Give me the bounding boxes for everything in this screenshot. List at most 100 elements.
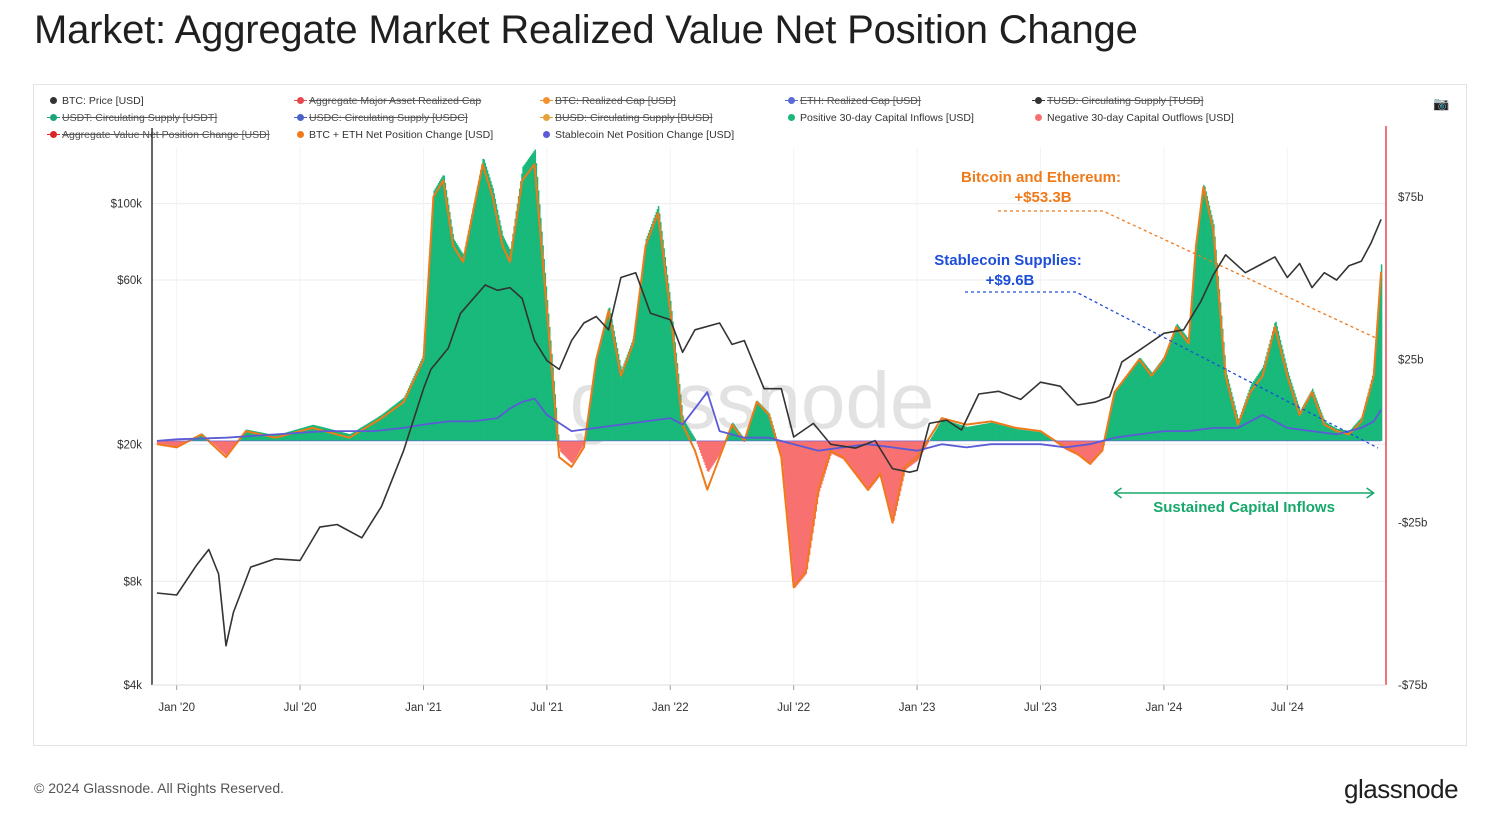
- inflow-bar: [735, 427, 738, 441]
- inflow-bar: [983, 423, 985, 441]
- outflow-bar: [899, 440, 902, 492]
- outflow-bar: [168, 440, 170, 446]
- inflow-bar: [731, 424, 733, 441]
- inflow-bar: [1317, 403, 1320, 441]
- outflow-bar: [228, 440, 230, 454]
- inflow-bar: [597, 348, 600, 441]
- inflow-bar: [624, 360, 627, 441]
- inflow-bar: [512, 233, 514, 441]
- inflow-bar: [1326, 422, 1328, 441]
- inflow-bar: [496, 209, 499, 441]
- outflow-bar: [903, 440, 905, 477]
- outflow-bar: [1060, 440, 1063, 447]
- inflow-bar: [964, 426, 966, 441]
- legend-item-eth-realized-cap[interactable]: ETH: Realized Cap [USD]: [785, 94, 921, 108]
- inflow-bar: [495, 204, 498, 441]
- inflow-bar: [772, 425, 774, 441]
- inflow-bar: [592, 383, 594, 441]
- inflow-bar: [640, 282, 642, 441]
- legend-item-usdc-supply[interactable]: USDC: Circulating Supply [USDC]: [294, 111, 468, 125]
- inflow-bar: [1265, 356, 1267, 441]
- outflow-bar: [832, 440, 834, 455]
- inflow-bar: [486, 170, 489, 441]
- inflow-bar: [1109, 413, 1112, 441]
- inflow-bar: [647, 232, 650, 441]
- outflow-bar: [1093, 440, 1095, 462]
- inflow-bar: [1343, 429, 1345, 441]
- inflow-bar: [390, 407, 392, 441]
- inflow-bar: [380, 415, 382, 441]
- inflow-bar: [986, 423, 989, 441]
- legend-item-btc-price[interactable]: BTC: Price [USD]: [50, 94, 144, 108]
- legend-item-aggregate-realized-cap[interactable]: Aggregate Major Asset Realized Cap: [294, 94, 481, 108]
- camera-icon[interactable]: 📷: [1433, 96, 1450, 111]
- inflow-bar: [654, 214, 656, 441]
- inflow-bar: [987, 423, 990, 441]
- legend-dot-icon: [47, 130, 60, 138]
- legend-item-btc-eth-net-position[interactable]: BTC + ETH Net Position Change [USD]: [297, 128, 493, 142]
- inflow-bar: [1371, 375, 1374, 441]
- inflow-bar: [543, 259, 545, 441]
- inflow-bar: [354, 431, 357, 441]
- outflow-bar: [921, 440, 923, 454]
- inflow-bar: [1366, 397, 1368, 441]
- inflow-bar: [993, 423, 995, 441]
- legend-item-negative-outflows[interactable]: Negative 30-day Capital Outflows [USD]: [1035, 111, 1234, 125]
- inflow-bar: [1222, 328, 1224, 441]
- inflow-bar: [287, 431, 290, 441]
- legend-item-aggregate-net-position[interactable]: Aggregate Value Net Position Change [USD…: [47, 128, 270, 142]
- outflow-bar: [565, 440, 568, 458]
- inflow-bar: [260, 432, 262, 441]
- outflow-bar: [822, 440, 824, 481]
- inflow-bar: [1135, 362, 1137, 441]
- outflow-bar: [1096, 440, 1099, 458]
- inflow-bar: [691, 432, 693, 441]
- inflow-bar: [200, 434, 202, 441]
- inflow-bar: [282, 433, 284, 441]
- inflow-bar: [971, 426, 973, 441]
- legend-item-tusd-supply[interactable]: TUSD: Circulating Supply [TUSD]: [1032, 94, 1203, 108]
- outflow-bar: [824, 440, 826, 474]
- outflow-bar: [908, 440, 911, 467]
- outflow-bar: [919, 440, 922, 456]
- inflow-bar: [1189, 323, 1192, 441]
- inflow-bar: [1160, 360, 1163, 441]
- outflow-bar: [904, 440, 906, 472]
- inflow-bar: [1310, 390, 1313, 441]
- outflow-bar: [889, 440, 892, 515]
- outflow-bar: [865, 440, 868, 489]
- legend-item-busd-supply[interactable]: BUSD: Circulating Supply [BUSD]: [540, 111, 713, 125]
- annotation-stablecoin-value: +$9.6B: [986, 272, 1035, 289]
- inflow-bar: [391, 406, 393, 441]
- legend-item-usdt-supply[interactable]: USDT: Circulating Supply [USDT]: [47, 111, 217, 125]
- y-left-tick-label: $60k: [117, 275, 142, 287]
- outflow-bar: [568, 440, 571, 461]
- x-tick-label: Jul '23: [1024, 702, 1057, 714]
- inflow-bar: [988, 422, 991, 441]
- inflow-bar: [546, 300, 549, 441]
- inflow-bar: [962, 425, 964, 441]
- inflow-bar: [1172, 334, 1174, 441]
- outflow-bar: [1094, 440, 1096, 460]
- outflow-bar: [1076, 440, 1079, 456]
- outflow-bar: [811, 440, 813, 541]
- inflow-bar: [1117, 386, 1120, 441]
- legend-item-btc-realized-cap[interactable]: BTC: Realized Cap [USD]: [540, 94, 676, 108]
- inflow-bar: [593, 375, 595, 441]
- inflow-bar: [1244, 402, 1246, 441]
- inflow-bar: [957, 424, 960, 441]
- x-tick-label: Jan '22: [652, 702, 689, 714]
- inflow-bar: [552, 367, 554, 441]
- inflow-bar: [1324, 421, 1326, 441]
- outflow-bar: [698, 440, 701, 450]
- inflow-bar: [295, 429, 298, 441]
- inflow-bar: [1289, 379, 1292, 441]
- outflow-bar: [1095, 440, 1097, 459]
- legend-item-stablecoin-net-position[interactable]: Stablecoin Net Position Change [USD]: [543, 128, 734, 142]
- legend-item-positive-inflows[interactable]: Positive 30-day Capital Inflows [USD]: [788, 111, 974, 125]
- inflow-bar: [975, 425, 977, 441]
- inflow-bar: [1293, 389, 1295, 441]
- inflow-bar: [977, 424, 980, 441]
- inflow-bar: [1305, 400, 1307, 441]
